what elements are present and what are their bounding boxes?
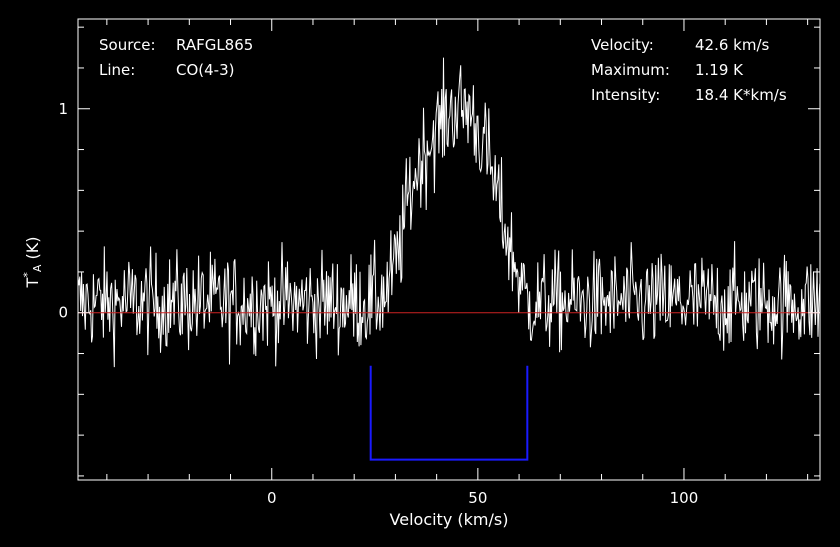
x-tick-label: 0 [267, 489, 277, 507]
source-label: Source: [99, 36, 156, 54]
velocity-label: Velocity: [591, 36, 654, 54]
y-axis-label: T*A (K) [21, 237, 44, 289]
intensity-label: Intensity: [591, 86, 661, 104]
spectrum-trace-0 [77, 57, 821, 368]
velocity-value: 42.6 km/s [695, 36, 770, 54]
line-label: Line: [99, 61, 136, 79]
integration-window [369, 365, 529, 461]
x-tick-label: 50 [468, 489, 487, 507]
ticks-layer: 0 50 100 0 1 [58, 19, 820, 507]
series-layer [77, 57, 821, 368]
intensity-value: 18.4 K*km/s [695, 86, 787, 104]
maximum-label: Maximum: [591, 61, 670, 79]
x-axis-label: Velocity (km/s) [390, 510, 509, 529]
y-tick-label: 1 [58, 100, 68, 118]
maximum-value: 1.19 K [695, 61, 744, 79]
source-value: RAFGL865 [176, 36, 254, 54]
x-tick-label: 100 [670, 489, 699, 507]
plot-frame [77, 18, 821, 481]
y-tick-label: 0 [58, 304, 68, 322]
line-value: CO(4-3) [176, 61, 235, 79]
